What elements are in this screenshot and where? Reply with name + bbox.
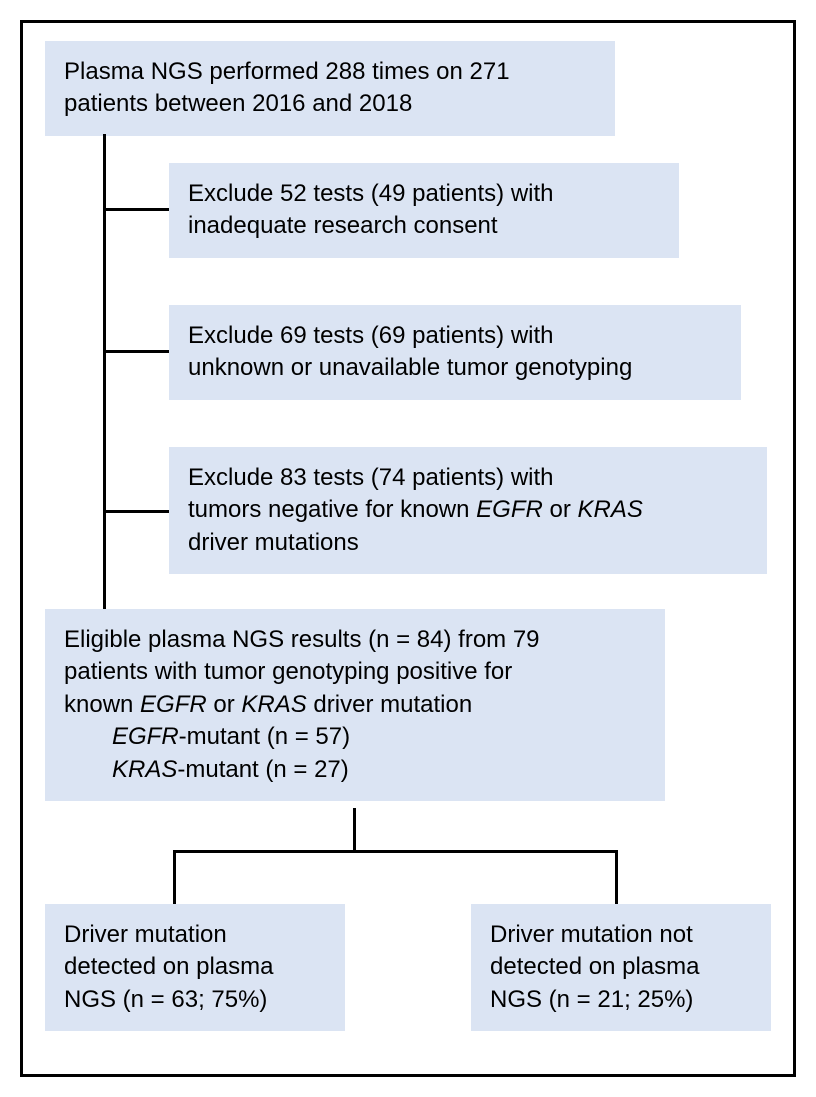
node-exclude3: Exclude 83 tests (74 patients) with tumo… — [169, 447, 767, 574]
node-exclude1: Exclude 52 tests (49 patients) with inad… — [169, 163, 679, 258]
exclude3-line1: Exclude 83 tests (74 patients) with — [188, 462, 748, 494]
notdetected-line1: Driver mutation not — [490, 919, 752, 951]
split-horizontal — [173, 850, 618, 853]
detected-line3: NGS (n = 63; 75%) — [64, 984, 326, 1016]
node-exclude2: Exclude 69 tests (69 patients) with unkn… — [169, 305, 741, 400]
exclude2-line2: unknown or unavailable tumor genotyping — [188, 352, 722, 384]
node-not-detected: Driver mutation not detected on plasma N… — [471, 904, 771, 1031]
eligible-line3: known EGFR or KRAS driver mutation — [64, 689, 646, 721]
detected-line1: Driver mutation — [64, 919, 326, 951]
notdetected-line3: NGS (n = 21; 25%) — [490, 984, 752, 1016]
eligible-line2: patients with tumor genotyping positive … — [64, 656, 646, 688]
exclude3-line2: tumors negative for known EGFR or KRAS — [188, 494, 748, 526]
detected-line2: detected on plasma — [64, 951, 326, 983]
start-line2: patients between 2016 and 2018 — [64, 88, 596, 120]
eligible-line5: KRAS-mutant (n = 27) — [64, 754, 646, 786]
branch-to-exclude1 — [103, 208, 169, 211]
eligible-line4: EGFR-mutant (n = 57) — [64, 721, 646, 753]
split-stem — [353, 808, 356, 850]
branch-to-exclude2 — [103, 350, 169, 353]
node-start: Plasma NGS performed 288 times on 271 pa… — [45, 41, 615, 136]
start-line1: Plasma NGS performed 288 times on 271 — [64, 56, 596, 88]
split-left-down — [173, 850, 176, 904]
node-detected: Driver mutation detected on plasma NGS (… — [45, 904, 345, 1031]
branch-to-exclude3 — [103, 510, 169, 513]
flowchart-frame: Plasma NGS performed 288 times on 271 pa… — [20, 20, 796, 1077]
exclude1-line2: inadequate research consent — [188, 210, 660, 242]
split-right-down — [615, 850, 618, 904]
exclude2-line1: Exclude 69 tests (69 patients) with — [188, 320, 722, 352]
eligible-line1: Eligible plasma NGS results (n = 84) fro… — [64, 624, 646, 656]
spine-vertical — [103, 134, 106, 609]
exclude3-line3: driver mutations — [188, 527, 748, 559]
node-eligible: Eligible plasma NGS results (n = 84) fro… — [45, 609, 665, 801]
exclude1-line1: Exclude 52 tests (49 patients) with — [188, 178, 660, 210]
notdetected-line2: detected on plasma — [490, 951, 752, 983]
